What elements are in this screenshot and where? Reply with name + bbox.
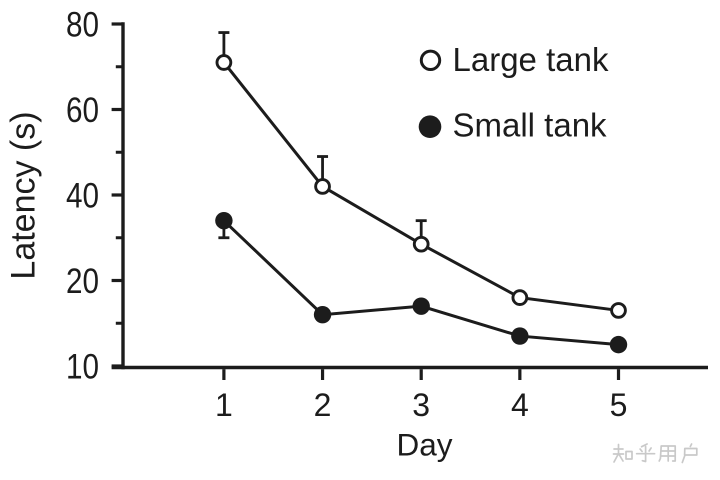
y-axis-major-ticks <box>111 22 123 368</box>
x-tick-label-1: 1 <box>215 387 233 423</box>
y-tick-label-60: 60 <box>66 91 99 130</box>
x-tick-label-5: 5 <box>610 387 628 423</box>
watermark: 知乎用户 <box>612 443 698 467</box>
legend-label-large-tank: Large tank <box>453 41 609 78</box>
marker-open-circle <box>610 302 627 319</box>
data-series-layer <box>215 31 628 354</box>
watermark-glyph <box>612 443 633 463</box>
marker-open-circle <box>215 54 233 71</box>
series-small-tank <box>215 211 628 354</box>
x-axis-ticks <box>222 369 621 380</box>
legend-marker-small-tank-filled-circle <box>418 115 442 138</box>
watermark-glyph <box>635 443 656 463</box>
watermark-glyph <box>658 445 677 462</box>
x-tick-label-4: 4 <box>511 387 529 423</box>
y-axis-title: Latency (s) <box>5 111 43 279</box>
watermark-glyphs <box>612 443 698 464</box>
marker-open-circle <box>412 235 430 253</box>
marker-open-circle <box>511 289 529 306</box>
marker-filled-circle <box>215 211 233 230</box>
y-axis-tick-labels: 80 60 40 20 10 <box>66 6 99 387</box>
marker-filled-circle <box>412 297 430 315</box>
y-tick-label-20: 20 <box>66 262 99 301</box>
y-tick-label-40: 40 <box>66 177 99 216</box>
watermark-text: 知乎用户 <box>613 445 689 467</box>
marker-filled-circle <box>609 335 628 354</box>
legend-marker-large-tank-open-circle <box>419 49 442 71</box>
marker-open-circle <box>314 178 331 195</box>
y-tick-label-80: 80 <box>66 6 99 45</box>
x-tick-label-3: 3 <box>412 387 430 423</box>
marker-filled-circle <box>511 327 529 345</box>
series-large-tank <box>215 31 627 319</box>
marker-filled-circle <box>313 306 332 324</box>
y-axis-minor-ticks <box>115 65 123 325</box>
watermark-glyph <box>681 443 698 464</box>
y-tick-label-10: 10 <box>66 348 99 387</box>
legend-label-small-tank: Small tank <box>453 107 608 144</box>
x-axis-title: Day <box>396 427 452 463</box>
series-line <box>222 61 619 312</box>
x-tick-label-2: 2 <box>314 387 332 423</box>
x-axis-tick-labels: 1 2 3 4 5 <box>215 387 627 423</box>
legend: Large tank Small tank <box>418 41 609 144</box>
